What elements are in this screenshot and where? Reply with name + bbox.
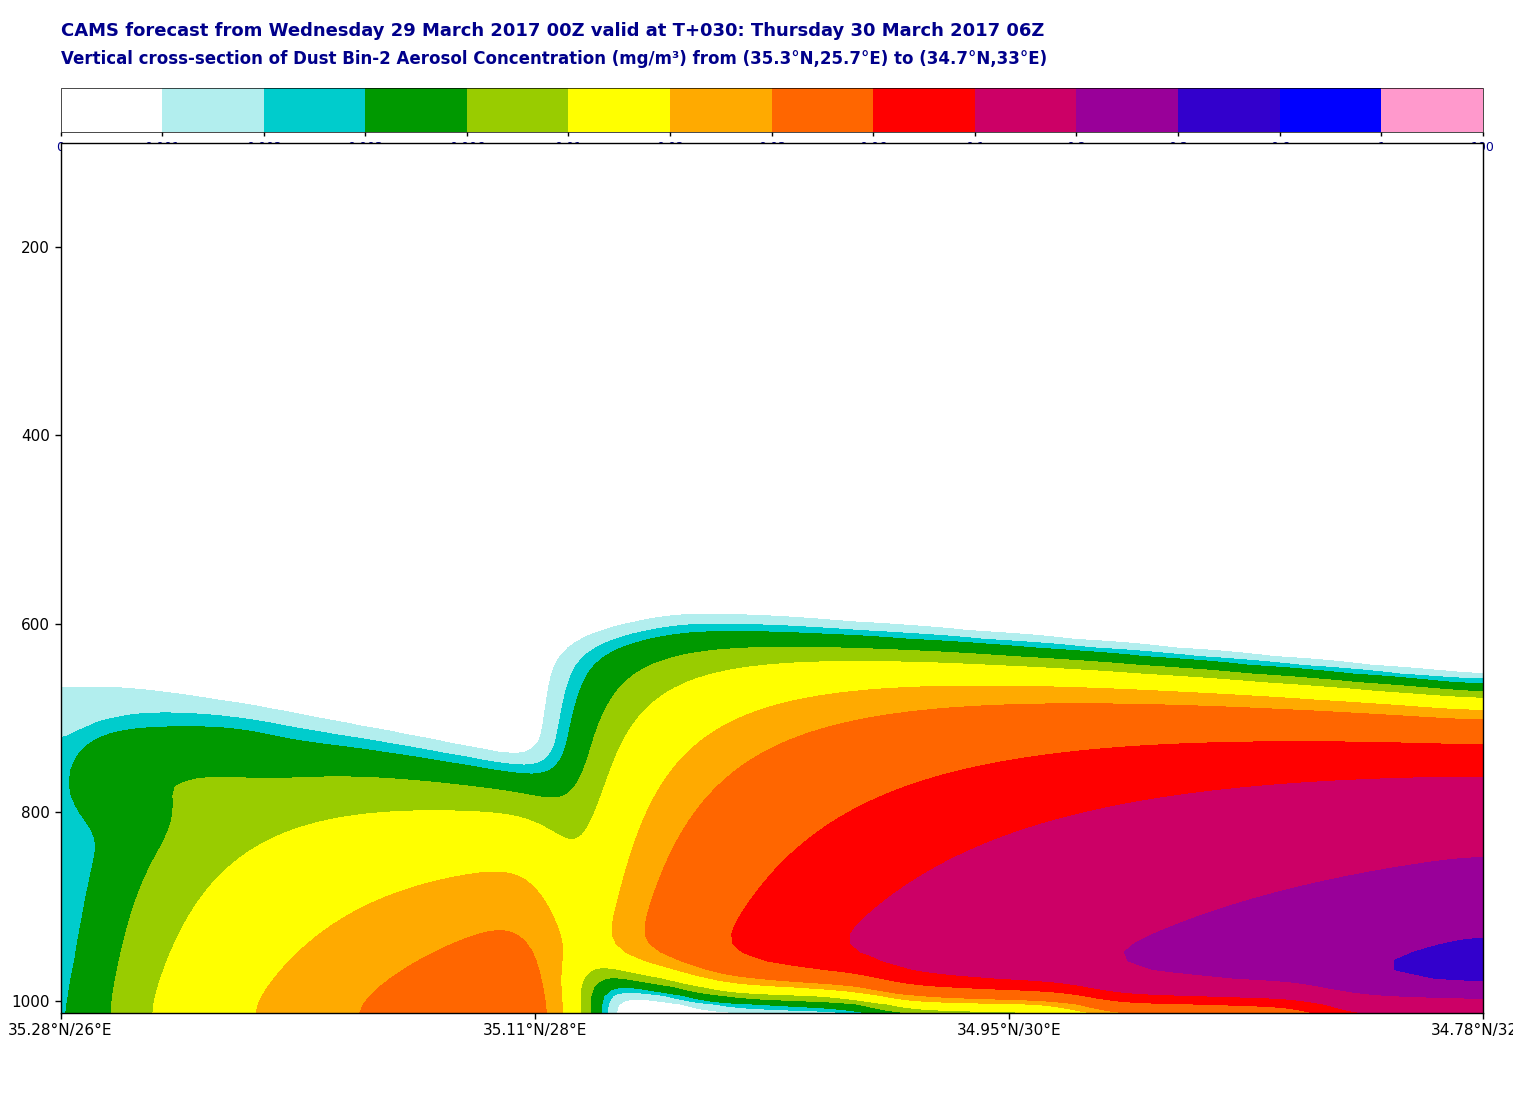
Text: CAMS forecast from Wednesday 29 March 2017 00Z valid at T+030: Thursday 30 March: CAMS forecast from Wednesday 29 March 20… [61, 22, 1044, 40]
Text: Vertical cross-section of Dust Bin-2 Aerosol Concentration (mg/m³) from (35.3°N,: Vertical cross-section of Dust Bin-2 Aer… [61, 50, 1047, 67]
